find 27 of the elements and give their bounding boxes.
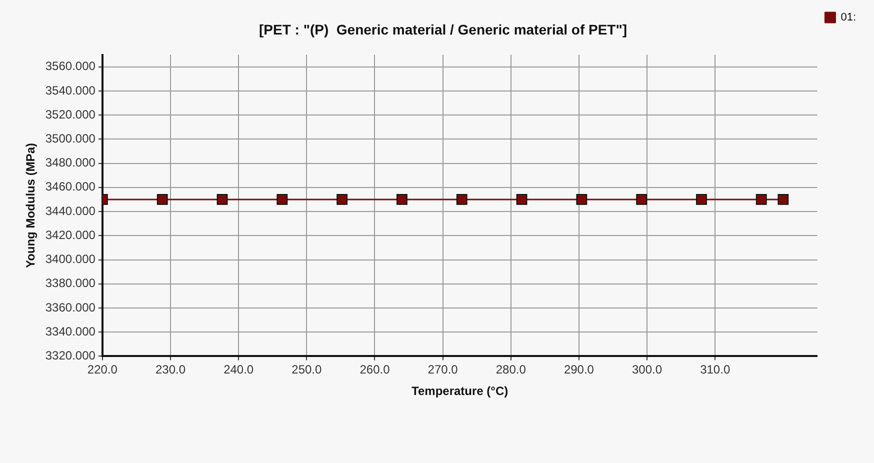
- x-axis-title: Temperature (°C): [412, 384, 508, 398]
- y-tick-label: 3440.000: [45, 204, 96, 218]
- x-tick-label: 220.0: [87, 362, 118, 377]
- y-tick-label: 3380.000: [45, 276, 96, 290]
- y-tick-label: 3500.000: [45, 132, 96, 146]
- x-tick-label: 290.0: [564, 362, 594, 377]
- x-tick-label: 300.0: [632, 362, 662, 377]
- y-tick-label: 3540.000: [45, 83, 96, 98]
- x-tick-label: 260.0: [360, 362, 390, 377]
- x-tick-label: 280.0: [496, 362, 526, 377]
- x-tick-label: 310.0: [700, 362, 730, 377]
- x-tick-label: 230.0: [156, 362, 186, 377]
- y-tick-label: 3460.000: [45, 180, 96, 194]
- x-tick-label: 270.0: [428, 362, 458, 377]
- y-tick-label: 3560.000: [45, 59, 96, 74]
- y-tick-label: 3360.000: [45, 300, 96, 314]
- y-tick-label: 3520.000: [45, 107, 96, 122]
- y-tick-label: 3340.000: [45, 324, 96, 338]
- y-tick-label: 3320.000: [45, 348, 96, 363]
- legend-label: 01:: [840, 12, 856, 24]
- x-tick-label: 250.0: [292, 362, 322, 377]
- chart-title: [PET : "(P) Generic material / Generic material of PET"]: [258, 21, 628, 38]
- y-tick-label: 3420.000: [45, 228, 96, 242]
- y-tick-label: 3480.000: [45, 156, 96, 170]
- y-tick-label: 3400.000: [45, 252, 96, 266]
- y-axis-title: Young Modulus (MPa): [24, 142, 38, 268]
- x-tick-label: 240.0: [224, 362, 254, 377]
